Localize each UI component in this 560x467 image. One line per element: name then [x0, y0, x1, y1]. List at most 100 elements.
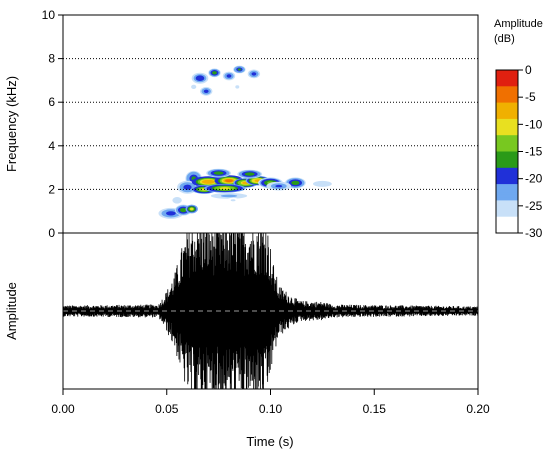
spectrogram-blob-1-level-6: [181, 208, 186, 212]
spectrogram-blob-12-level-6: [215, 171, 223, 175]
amplitude-axis-label: Amplitude: [4, 282, 19, 340]
time-tick-label-0: 0.00: [51, 402, 75, 416]
spectrogram-blob-18-level-6: [197, 76, 203, 80]
spectrogram-grid: [63, 58, 478, 190]
colorbar-segment-12: [496, 102, 518, 106]
colorbar-segment-27: [496, 143, 518, 147]
colorbar-segment-32: [496, 156, 518, 161]
spectrogram-blob-2-level-6: [190, 207, 194, 211]
frequency-tick-label-4: 8: [48, 52, 55, 66]
colorbar-segment-19: [496, 121, 518, 125]
colorbar-segment-16: [496, 113, 518, 117]
colorbar-segment-37: [496, 170, 518, 174]
frequency-tick-label-1: 2: [48, 182, 55, 196]
colorbar-segment-50: [496, 205, 518, 210]
colorbar-segment-42: [496, 184, 518, 188]
spectrogram-blob-25-level-6: [182, 116, 185, 119]
spectrogram-blob-7-level-6: [225, 179, 233, 183]
spectrogram-blob-28-level-6: [175, 199, 179, 202]
time-axis-label: Time (s): [246, 434, 293, 449]
colorbar-segment-33: [496, 159, 518, 163]
colorbar-segment-51: [496, 208, 518, 212]
colorbar-segment-55: [496, 219, 518, 223]
time-tick-label-3: 0.15: [363, 402, 387, 416]
spectrogram-blob-30-level-6: [231, 199, 235, 201]
colorbar-tick-label-3: -15: [525, 145, 543, 159]
frequency-tick-label-2: 4: [48, 139, 55, 153]
colorbar-segment-57: [496, 224, 518, 229]
spectrogram-blob-21-level-6: [237, 68, 242, 71]
colorbar-segment-24: [496, 135, 518, 139]
colorbar-segment-46: [496, 194, 518, 199]
colorbar-segment-48: [496, 200, 518, 204]
frequency-tick-label-0: 0: [48, 226, 55, 240]
spectrogram-blob-15-level-6: [275, 184, 283, 188]
colorbar-segment-38: [496, 173, 518, 177]
colorbar-segment-34: [496, 162, 518, 166]
colorbar-segment-58: [496, 227, 518, 231]
spectrogram-blob-26-level-6: [190, 96, 193, 99]
colorbar-segment-11: [496, 99, 518, 104]
colorbar-segment-9: [496, 94, 518, 98]
colorbar-segment-47: [496, 197, 518, 201]
colorbar-ticks: 0 -5 -10 -15 -20 -25 -30: [518, 63, 543, 240]
colorbar-segment-6: [496, 86, 518, 90]
colorbar-segment-36: [496, 167, 518, 172]
colorbar-segment-17: [496, 116, 518, 120]
colorbar-segment-29: [496, 148, 518, 153]
colorbar-scale: [495, 69, 519, 234]
spectrogram-blob-11-level-6: [246, 172, 254, 176]
time-tick-label-1: 0.05: [155, 402, 179, 416]
colorbar-segment-15: [496, 110, 518, 115]
colorbar-segment-0: [496, 70, 518, 74]
frequency-axis-label: Frequency (kHz): [4, 76, 19, 172]
spectrogram-blob-5-level-6: [203, 180, 213, 184]
colorbar-segment-13: [496, 105, 518, 109]
colorbar-segment-45: [496, 192, 518, 196]
spectrogram-blob-24-level-6: [192, 86, 195, 88]
waveform-panel: Amplitude: [4, 233, 478, 389]
colorbar-segment-18: [496, 118, 518, 123]
time-tick-label-4: 0.20: [466, 402, 490, 416]
colorbar-segment-22: [496, 129, 518, 134]
time-tick-label-2: 0.10: [259, 402, 283, 416]
colorbar-title-line2: (dB): [494, 33, 515, 45]
colorbar-tick-label-2: -10: [525, 117, 543, 131]
spectrogram-background: [63, 15, 478, 233]
colorbar-segment-20: [496, 124, 518, 128]
colorbar-legend: Amplitude (dB) 0 -5 -10 -15 -20 -25 -30: [494, 18, 543, 240]
colorbar-segment-1: [496, 72, 518, 77]
colorbar-segment-52: [496, 211, 518, 215]
spectrogram-panel: 0 2 4 6 8 10 Frequency (kHz): [4, 8, 478, 240]
spectrogram-blob-22-level-6: [252, 72, 256, 76]
colorbar-tick-label-6: -30: [525, 226, 543, 240]
colorbar-segment-14: [496, 108, 518, 112]
spectrogram-blob-14-level-6: [292, 181, 299, 185]
colorbar-segment-5: [496, 83, 518, 87]
colorbar-segment-49: [496, 203, 518, 207]
colorbar-title-line1: Amplitude: [494, 18, 543, 30]
colorbar-tick-label-1: -5: [525, 90, 536, 104]
colorbar-tick-label-0: 0: [525, 63, 532, 77]
colorbar-segment-43: [496, 186, 518, 191]
spectrogram-blob-0-level-6: [167, 211, 175, 215]
colorbar-segment-26: [496, 140, 518, 144]
spectrogram-blob-4-level-6: [184, 185, 191, 189]
colorbar-segment-2: [496, 75, 518, 79]
colorbar-segment-44: [496, 189, 518, 193]
colorbar-segment-53: [496, 213, 518, 218]
colorbar-segment-56: [496, 222, 518, 226]
colorbar-segment-35: [496, 165, 518, 169]
colorbar-segment-41: [496, 181, 518, 185]
spectrogram-blob-20-level-6: [227, 74, 231, 78]
colorbar-segment-28: [496, 146, 518, 150]
spectrogram-blob-16-level-6: [319, 182, 326, 185]
spectrogram-blob-17-level-6: [339, 184, 343, 186]
colorbar-segment-8: [496, 91, 518, 96]
spectrogram-blob-29-level-6: [223, 195, 235, 197]
colorbar-segment-21: [496, 127, 518, 131]
colorbar-tick-label-4: -20: [525, 172, 543, 186]
time-axis: 0.00 0.05 0.10 0.15 0.20: [51, 388, 490, 416]
colorbar-segment-39: [496, 175, 518, 180]
